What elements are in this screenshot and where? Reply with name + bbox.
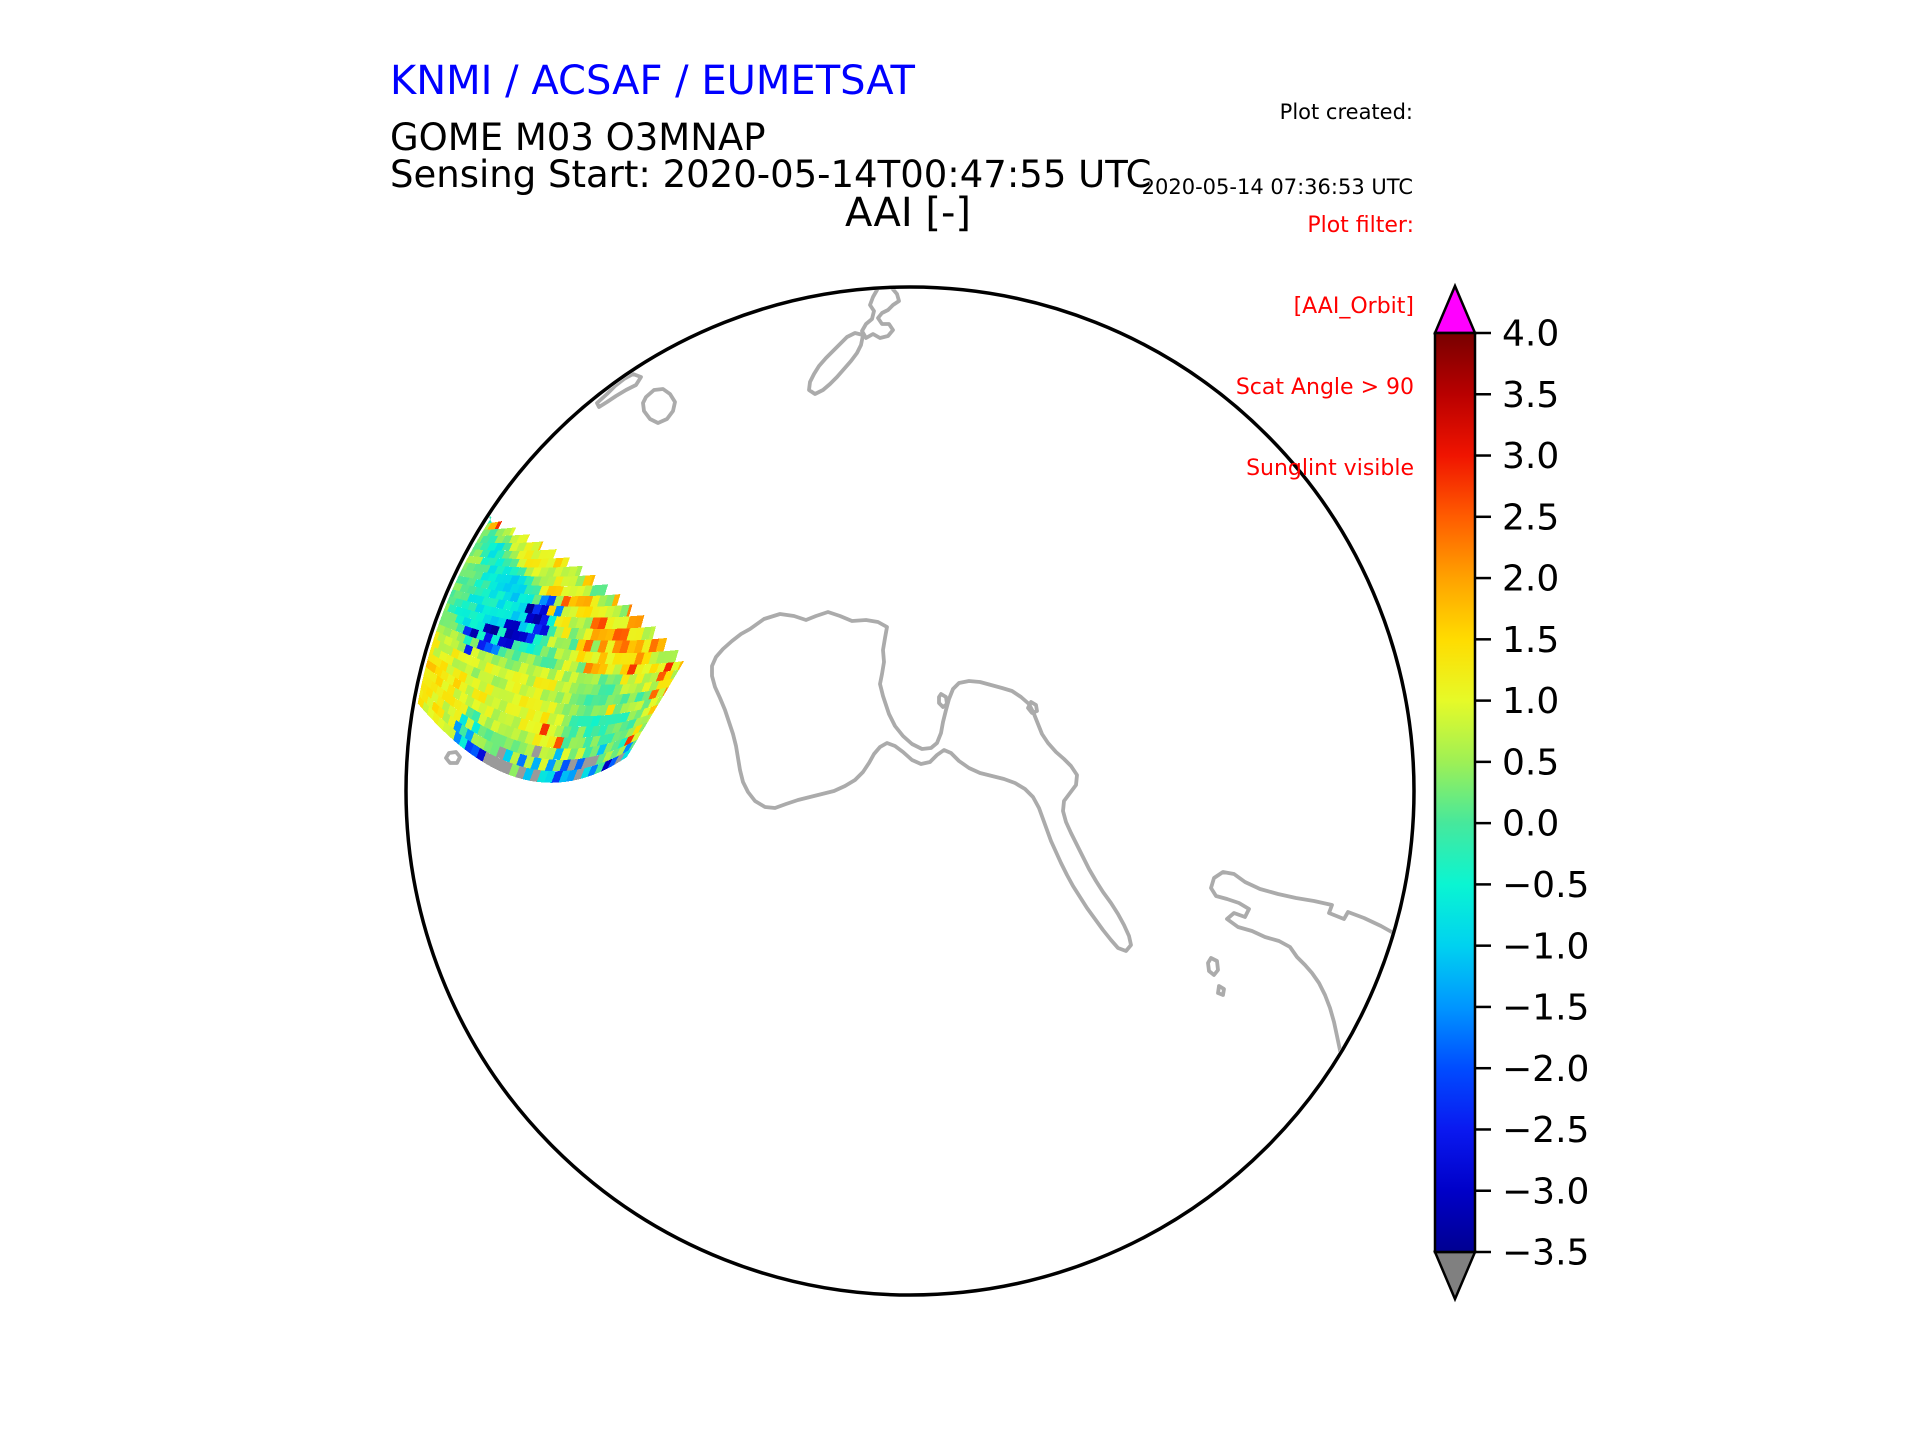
colorbar-tick-label: 1.0 — [1502, 681, 1559, 722]
southern-ocean-island — [444, 750, 462, 765]
south-america-coastline — [1209, 870, 1399, 1057]
plot-filter-line-2: Scat Angle > 90 — [1235, 375, 1414, 400]
plot-filter-line-1: [AAI_Orbit] — [1293, 294, 1414, 319]
colorbar-over-arrow — [1433, 282, 1477, 335]
plot-title: AAI [-] — [845, 190, 971, 236]
product-name: GOME M03 O3MNAP — [390, 116, 766, 159]
colorbar-tick-label: 3.5 — [1502, 375, 1559, 416]
sensing-start-text: Sensing Start: 2020-05-14T00:47:55 UTC — [390, 153, 1152, 196]
agency-title: KNMI / ACSAF / EUMETSAT — [390, 58, 915, 104]
plot-filter-block: Plot filter: [AAI_Orbit] Scat Angle > 90… — [1236, 158, 1414, 536]
tasmania-island — [641, 387, 677, 425]
colorbar-under-arrow — [1433, 1250, 1477, 1303]
plot-created-label: Plot created: — [1279, 100, 1413, 124]
plot-created-time: 2020-05-14 07:36:53 UTC — [1141, 175, 1413, 199]
new-zealand-south-island — [807, 331, 865, 396]
map-boundary-circle — [404, 285, 1416, 1297]
plot-filter-line-3: Sunglint visible — [1246, 456, 1414, 481]
aai-swath-heatmap — [417, 515, 685, 783]
colorbar-tick-label: 1.5 — [1502, 620, 1559, 661]
colorbar-tick-label: 4.0 — [1502, 314, 1559, 355]
coastlines-group — [444, 289, 1399, 1057]
colorbar-tick-label: 0.5 — [1502, 742, 1559, 783]
colorbar-tick-label: −3.5 — [1502, 1233, 1589, 1274]
colorbar-tick-label: −3.0 — [1502, 1171, 1589, 1212]
colorbar-tick-label: −2.5 — [1502, 1110, 1589, 1151]
plot-created-block: Plot created: 2020-05-14 07:36:53 UTC — [1142, 50, 1413, 250]
plot-filter-title: Plot filter: — [1307, 213, 1414, 238]
colorbar-tick-label: −0.5 — [1502, 865, 1589, 906]
colorbar-tick-label: 0.0 — [1502, 804, 1559, 845]
colorbar-tick-label: 3.0 — [1502, 436, 1559, 477]
new-zealand-north-island — [860, 289, 901, 340]
colorbar: 4.0 3.5 3.0 2.5 2.0 1.5 1.0 0.5 0.0 −0.5 −1.0 −1.5 −… — [1433, 282, 1589, 1303]
colorbar-tick-label: 2.5 — [1502, 497, 1559, 538]
tasmania-coast-fragment — [595, 372, 643, 409]
colorbar-gradient-bar — [1433, 331, 1477, 1254]
antarctica-coastline — [710, 610, 1133, 953]
colorbar-tick-label: −2.0 — [1502, 1049, 1589, 1090]
tierra-del-fuego-islands — [1206, 956, 1226, 997]
peninsula-islets — [937, 692, 1039, 715]
colorbar-tick-label: −1.5 — [1502, 988, 1589, 1029]
colorbar-tick-label: 2.0 — [1502, 559, 1559, 600]
colorbar-tick-label: −1.0 — [1502, 926, 1589, 967]
